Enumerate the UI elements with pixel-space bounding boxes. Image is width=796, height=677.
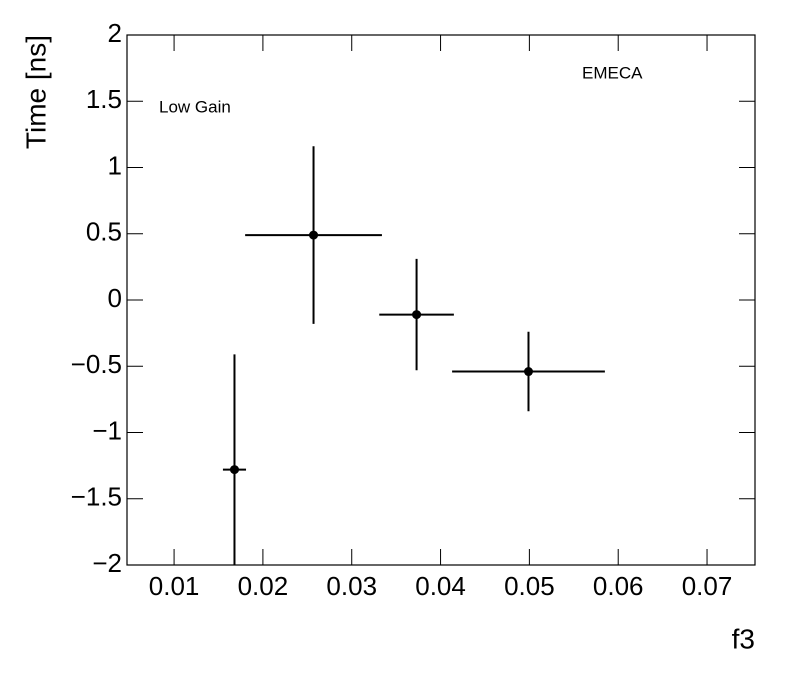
y-tick-label: −2 [92,548,122,578]
x-tick-label: 0.03 [326,571,377,601]
plot-area [222,146,605,565]
x-tick-label: 0.07 [682,571,733,601]
y-tick-label: −1 [92,415,122,445]
y-tick-label: 1.5 [86,84,122,114]
y-tick-label: 2 [108,18,122,48]
x-axis-title: f3 [732,623,755,654]
y-tick-label: −0.5 [71,349,122,379]
x-tick-label: 0.02 [238,571,289,601]
annotation: EMECA [582,63,643,82]
point [229,465,239,475]
y-tick-label: −1.5 [71,482,122,512]
annotation: Low Gain [159,97,231,116]
y-tick-label: 0 [108,283,122,313]
point [309,230,319,240]
x-tick-label: 0.06 [593,571,644,601]
x-tick-label: 0.04 [415,571,466,601]
x-tick-label: 0.05 [504,571,555,601]
y-tick-label: 1 [108,150,122,180]
y-axis-title: Time [ns] [20,35,51,149]
point [523,367,533,377]
x-tick-label: 0.01 [149,571,200,601]
y-tick-label: 0.5 [86,217,122,247]
point [412,310,422,320]
